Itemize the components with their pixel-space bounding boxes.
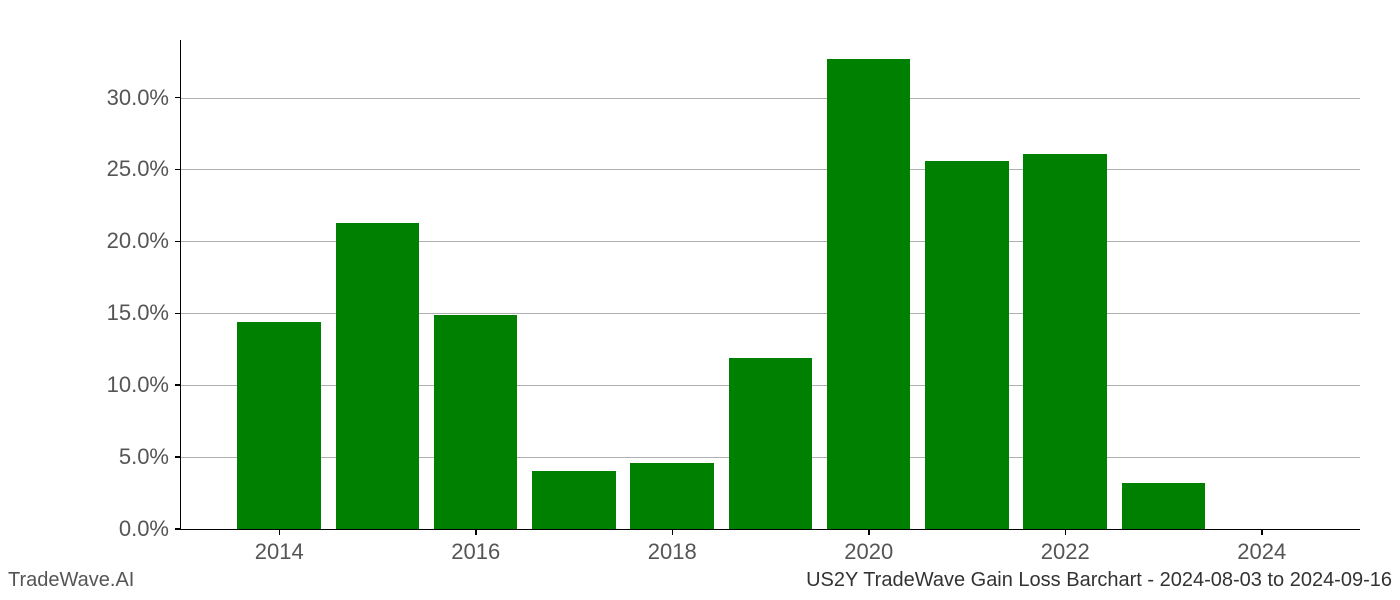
bar-2019 (729, 358, 813, 529)
y-tick-label: 20.0% (107, 228, 169, 254)
x-tick-label: 2020 (844, 539, 893, 565)
y-tick-label: 30.0% (107, 85, 169, 111)
y-tick-mark (175, 169, 181, 171)
bar-2018 (630, 463, 714, 529)
x-tick-label: 2024 (1237, 539, 1286, 565)
bar-2023 (1122, 483, 1206, 529)
y-tick-mark (175, 528, 181, 530)
x-tick-mark (475, 529, 477, 535)
bar-2015 (336, 223, 420, 529)
y-tick-label: 0.0% (119, 516, 169, 542)
y-tick-mark (175, 456, 181, 458)
x-tick-label: 2018 (648, 539, 697, 565)
x-tick-label: 2016 (451, 539, 500, 565)
bar-2021 (925, 161, 1009, 529)
footer-right-caption: US2Y TradeWave Gain Loss Barchart - 2024… (806, 569, 1392, 592)
bar-2014 (237, 322, 321, 529)
y-tick-label: 5.0% (119, 444, 169, 470)
chart-container: 0.0%5.0%10.0%15.0%20.0%25.0%30.0%2014201… (180, 40, 1360, 530)
y-tick-label: 10.0% (107, 372, 169, 398)
y-tick-label: 15.0% (107, 300, 169, 326)
x-tick-label: 2014 (255, 539, 304, 565)
y-tick-mark (175, 241, 181, 243)
footer-left-brand: TradeWave.AI (8, 569, 134, 592)
plot-area: 0.0%5.0%10.0%15.0%20.0%25.0%30.0%2014201… (180, 40, 1360, 530)
y-tick-mark (175, 313, 181, 315)
x-tick-mark (1261, 529, 1263, 535)
x-tick-mark (672, 529, 674, 535)
bar-2017 (532, 471, 616, 529)
bar-2020 (827, 59, 911, 529)
bar-2016 (434, 315, 518, 529)
x-tick-mark (868, 529, 870, 535)
y-tick-label: 25.0% (107, 156, 169, 182)
bar-2022 (1023, 154, 1107, 529)
x-tick-label: 2022 (1041, 539, 1090, 565)
gridline (181, 169, 1360, 170)
x-tick-mark (279, 529, 281, 535)
y-tick-mark (175, 384, 181, 386)
x-tick-mark (1065, 529, 1067, 535)
y-tick-mark (175, 97, 181, 99)
gridline (181, 98, 1360, 99)
